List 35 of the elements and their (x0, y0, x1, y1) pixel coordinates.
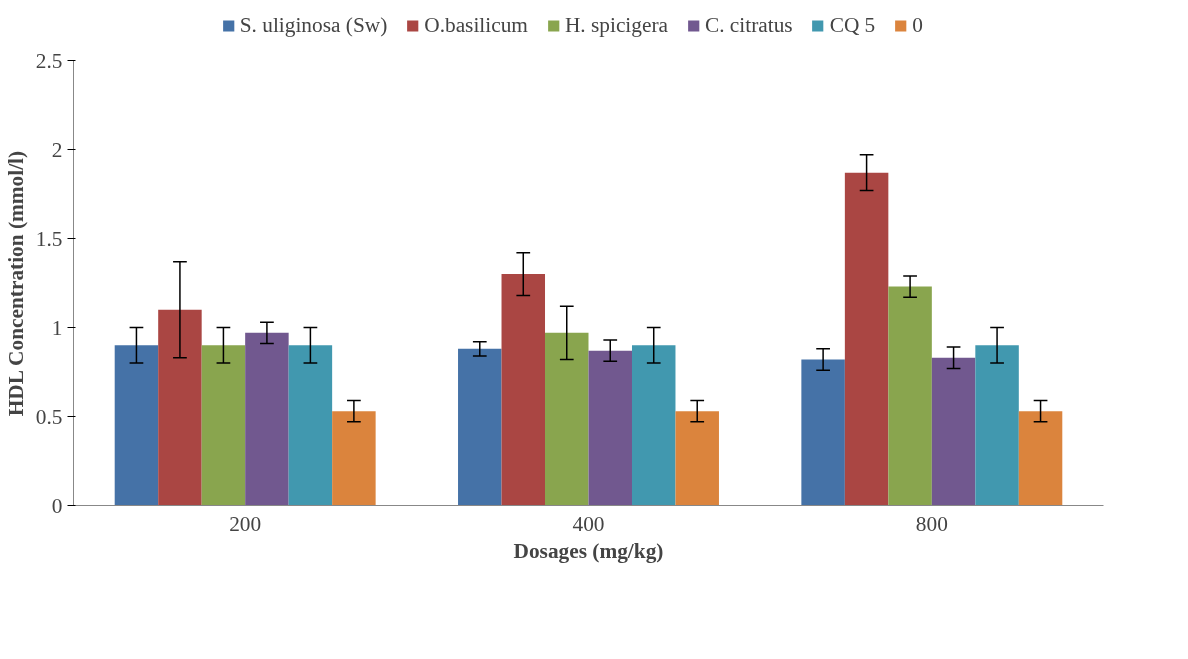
legend-label: S. uliginosa (Sw) (239, 12, 388, 38)
y-tick-label: 2 (51, 137, 63, 162)
x-tick-label: 800 (915, 511, 948, 536)
bar (675, 411, 719, 506)
bar (588, 350, 632, 506)
x-tick-label: 200 (229, 511, 262, 536)
legend-label: H. spicigera (564, 12, 668, 38)
y-tick-label: 0 (51, 493, 63, 518)
bar (158, 309, 202, 506)
bar (1018, 411, 1063, 506)
bar (931, 357, 976, 506)
bar (545, 332, 589, 506)
legend-label: 0 (912, 12, 924, 38)
y-tick-label: 1.5 (35, 226, 63, 251)
bar (245, 332, 289, 506)
y-tick-label: 2.5 (35, 48, 63, 73)
bar (332, 411, 376, 506)
bar (201, 345, 246, 506)
x-tick-label: 400 (572, 511, 605, 536)
bar (801, 359, 845, 506)
bar (288, 345, 333, 506)
legend-label: C. citratus (704, 12, 793, 38)
legend-label: O.basilicum (424, 12, 528, 38)
bar (844, 172, 889, 506)
bar (888, 286, 932, 506)
bar (975, 345, 1019, 506)
bar (631, 345, 676, 506)
y-tick-label: 1 (51, 315, 63, 340)
y-axis-title: HDL Concentration (mmol/l) (3, 150, 28, 417)
y-tick-label: 0.5 (35, 404, 63, 429)
legend-label: CQ 5 (829, 12, 876, 38)
bar (501, 274, 546, 506)
x-axis-title: Dosages (mg/kg) (513, 538, 664, 563)
bar (114, 345, 159, 506)
bar (458, 348, 502, 506)
